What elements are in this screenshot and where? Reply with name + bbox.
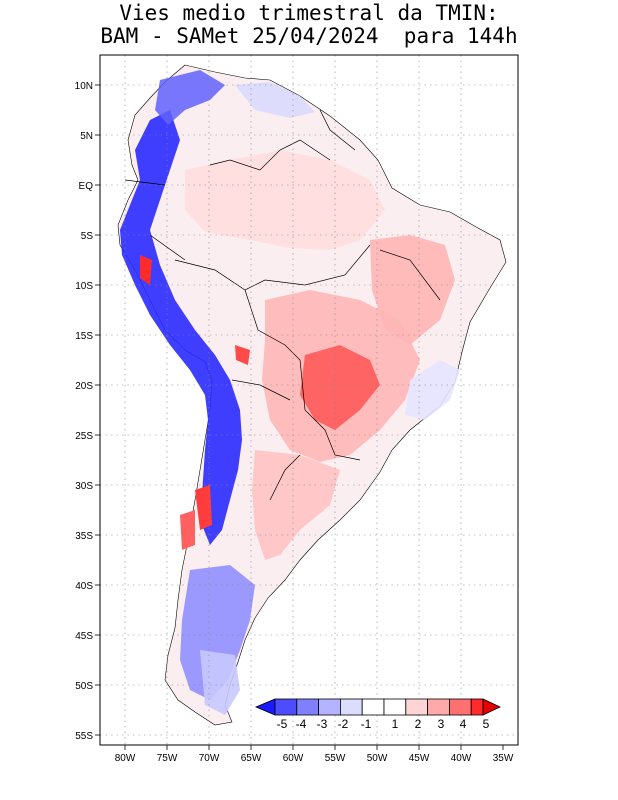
colorbar-box-8 (427, 698, 450, 716)
lon-label-35w: 35W (493, 753, 514, 764)
guiana-light-cold (235, 82, 315, 118)
colorbar-label-5: -1 (361, 717, 372, 731)
lat-label-10n: 10N (75, 81, 93, 92)
title-line-1: Vies medio trimestral da TMIN: (119, 1, 499, 25)
colorbar-label-8: 3 (438, 717, 445, 731)
lon-label-60w: 60W (283, 753, 304, 764)
colorbar-label-10: 5 (483, 717, 490, 731)
lat-label-20s: 20S (75, 381, 93, 392)
lat-label-40s: 40S (75, 581, 93, 592)
lat-label-10s: 10S (75, 281, 93, 292)
lat-label-45s: 45S (75, 631, 93, 642)
colorbar-label-1: -5 (277, 717, 288, 731)
colorbar-label-9: 4 (460, 717, 467, 731)
lat-label-25s: 25S (75, 431, 93, 442)
andes-warm-spot-1 (140, 255, 152, 285)
lat-label-5n: 5N (80, 131, 93, 142)
colorbar-arrow-right (482, 698, 501, 716)
andes-warm-spot-2 (195, 485, 212, 530)
andes-warm-spot-3 (180, 510, 195, 550)
lat-label-35s: 35S (75, 531, 93, 542)
colorbar-box-4 (339, 698, 363, 716)
lat-label-50s: 50S (75, 681, 93, 692)
lat-label-5s: 5S (81, 231, 94, 242)
colorbar-label-2: -4 (296, 717, 307, 731)
colorbar-arrow-left (254, 698, 276, 716)
map-area: -5 -4 -3 -2 -1 1 2 3 4 5 (100, 55, 518, 745)
colorbar-box-1 (274, 698, 298, 716)
lat-label-30s: 30S (75, 481, 93, 492)
south-warm (252, 450, 340, 560)
colorbar-label-4: -2 (338, 717, 349, 731)
grid-lines (100, 55, 518, 745)
colorbar-box-2 (296, 698, 319, 716)
map-frame (99, 54, 519, 746)
andes-cold-strip (120, 110, 242, 545)
colorbar-box-6 (383, 698, 407, 716)
latitude-axis: 10N 5N EQ 5S 10S 15S 20S 25S 30S 35S 40S… (75, 81, 100, 742)
lon-label-55w: 55W (325, 753, 346, 764)
colorbar-label-7: 2 (415, 717, 422, 731)
patagonia-light-cold (200, 650, 240, 715)
patagonia-cold (180, 565, 255, 700)
colorbar-box-3 (318, 698, 341, 716)
amazon-light-warm (185, 150, 385, 250)
andes-north-cold (155, 70, 225, 125)
lon-label-75w: 75W (157, 753, 178, 764)
colorbar-label-3: -3 (317, 717, 328, 731)
lon-label-80w: 80W (115, 753, 136, 764)
longitude-axis: 80W 75W 70W 65W 60W 55W 50W 45W 40W 35W (115, 745, 514, 764)
lon-label-50w: 50W (367, 753, 388, 764)
lon-label-40w: 40W (451, 753, 472, 764)
lon-label-45w: 45W (409, 753, 430, 764)
central-strong-warm (300, 345, 380, 430)
lat-label-eq: EQ (79, 181, 94, 192)
lon-label-65w: 65W (241, 753, 262, 764)
lat-label-55s: 55S (75, 731, 93, 742)
colorbar: -5 -4 -3 -2 -1 1 2 3 4 5 (254, 698, 501, 731)
lat-label-15s: 15S (75, 331, 93, 342)
colorbar-box-10 (470, 698, 484, 716)
andes-warm-spot-4 (235, 345, 250, 365)
title-line-2: BAM - SAMet 25/04/2024 para 144h (100, 24, 518, 48)
figure-title: Vies medio trimestral da TMIN: BAM - SAM… (0, 2, 618, 48)
colorbar-box-5 (361, 698, 385, 716)
colorbar-label-6: 1 (392, 717, 399, 731)
lon-label-70w: 70W (199, 753, 220, 764)
colorbar-box-9 (448, 698, 472, 716)
colorbar-box-7 (405, 698, 428, 716)
